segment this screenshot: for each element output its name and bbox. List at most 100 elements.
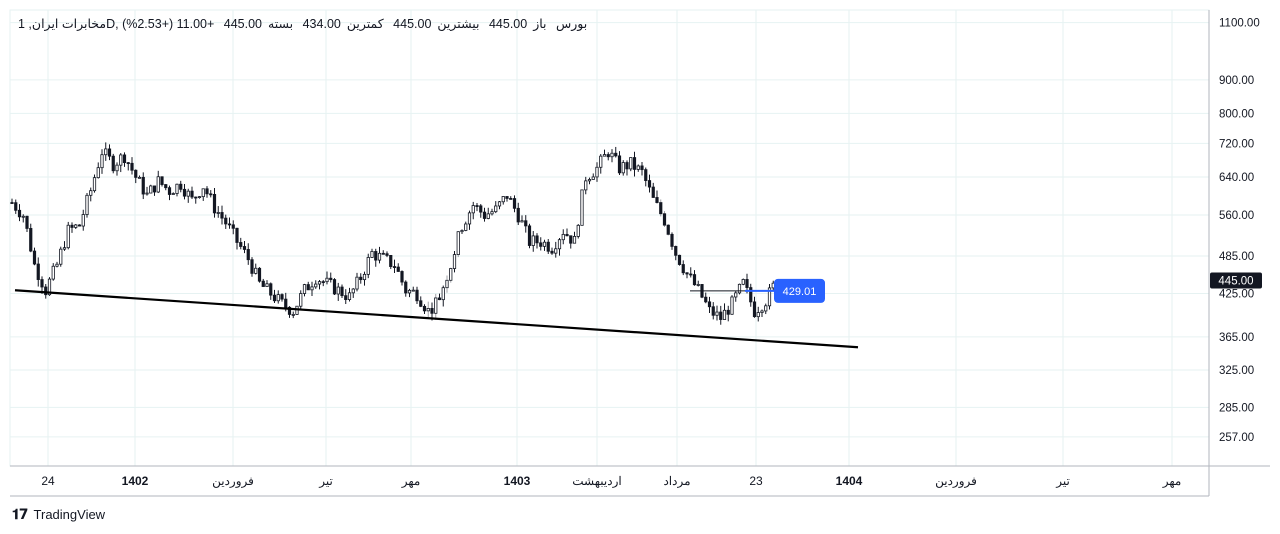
candle-body — [756, 312, 760, 318]
x-tick-label: 24 — [41, 474, 55, 488]
candle-body — [152, 185, 157, 193]
candle-body — [220, 212, 224, 219]
candle-series — [10, 142, 779, 325]
candle-body — [344, 295, 348, 300]
candle-body — [692, 274, 697, 286]
candle-body — [606, 154, 610, 158]
candle-body — [17, 209, 22, 218]
brand-footer[interactable]: 𝟏𝟳 TradingView — [12, 506, 105, 523]
candle-body — [141, 176, 145, 195]
candle-body — [460, 230, 464, 233]
candle-body — [550, 250, 554, 254]
candle-body — [85, 194, 89, 215]
candle-body — [280, 294, 284, 300]
y-tick-label: 1100.00 — [1219, 18, 1260, 30]
candle-body — [171, 193, 175, 195]
candle-body — [32, 250, 37, 265]
y-tick-label: 900.00 — [1219, 75, 1254, 87]
candle-body — [681, 264, 685, 274]
candle-body — [437, 297, 442, 301]
y-tick-label: 257.00 — [1219, 432, 1254, 444]
candle-body — [726, 309, 730, 315]
candle-body — [449, 268, 453, 281]
trendline-layer — [14, 289, 859, 349]
x-tick-label: 1402 — [122, 474, 149, 488]
candle-body — [494, 205, 498, 213]
candle-body — [366, 257, 370, 275]
candle-body — [542, 241, 547, 247]
candle-body — [715, 311, 719, 316]
candle-body — [314, 283, 318, 288]
x-tick-label: مرداد — [663, 474, 690, 488]
candle-body — [29, 228, 33, 252]
candle-body — [115, 164, 119, 172]
candle-body — [516, 207, 520, 223]
candle-body — [576, 224, 580, 237]
candle-body — [707, 301, 712, 308]
candle-body — [419, 300, 423, 307]
candle-body — [119, 154, 123, 166]
candle-body — [126, 162, 130, 165]
y-tick-label: 640.00 — [1219, 172, 1254, 184]
candle-body — [580, 189, 584, 226]
candle-body — [36, 263, 40, 280]
candle-body — [179, 183, 183, 190]
candle-body — [659, 202, 663, 215]
candle-body — [595, 166, 599, 178]
candle-body — [182, 188, 187, 197]
candle-body — [329, 277, 333, 280]
candle-body — [205, 188, 209, 195]
candle-body — [59, 248, 63, 265]
candle-body — [719, 311, 723, 320]
symbol-name: مخابرات ایران, 1D, بورس — [18, 17, 588, 31]
close-label: بسته — [268, 17, 294, 31]
candle-body — [407, 289, 412, 294]
candle-body — [670, 233, 674, 247]
candle-body — [70, 224, 74, 228]
candle-body — [561, 233, 565, 241]
candle-body — [651, 186, 655, 198]
candle-body — [66, 224, 70, 249]
marker-label: 429.01 — [783, 286, 817, 298]
candle-body — [347, 292, 352, 300]
candle-body — [111, 155, 115, 172]
candle-body — [509, 198, 513, 200]
marker-label-box — [774, 278, 825, 303]
candle-body — [21, 215, 25, 218]
tradingview-logo-icon: 𝟏𝟳 — [12, 506, 29, 522]
x-tick-label: فروردین — [212, 474, 254, 488]
candle-body — [167, 187, 172, 195]
chart-grid — [9, 9, 1210, 467]
candle-body — [486, 213, 490, 219]
x-tick-label: تیر — [1055, 474, 1070, 488]
candle-body — [396, 266, 400, 272]
candle-body — [745, 279, 749, 288]
candle-body — [44, 286, 48, 296]
candle-body — [89, 190, 93, 196]
candle-body — [104, 148, 108, 156]
candle-body — [190, 190, 194, 198]
candle-body — [77, 224, 82, 227]
brand-name: TradingView — [33, 507, 106, 522]
candle-body — [160, 176, 164, 185]
low-label: کمترین — [346, 17, 384, 31]
candle-body — [51, 265, 55, 280]
candle-body — [355, 276, 359, 290]
candle-body — [212, 193, 217, 214]
candle-body — [209, 193, 213, 196]
candle-body — [137, 176, 142, 179]
last-price-tag — [1210, 272, 1262, 289]
candle-body — [752, 301, 757, 318]
candle-body — [351, 288, 355, 294]
candle-body — [524, 220, 528, 227]
candle-body — [441, 287, 445, 301]
candle-body — [310, 286, 314, 291]
candle-body — [14, 202, 18, 211]
candle-body — [340, 286, 344, 297]
candle-body — [96, 167, 100, 179]
candle-body — [81, 214, 85, 227]
candle-body — [321, 281, 325, 284]
candle-body — [479, 205, 483, 213]
candle-body — [677, 254, 682, 265]
